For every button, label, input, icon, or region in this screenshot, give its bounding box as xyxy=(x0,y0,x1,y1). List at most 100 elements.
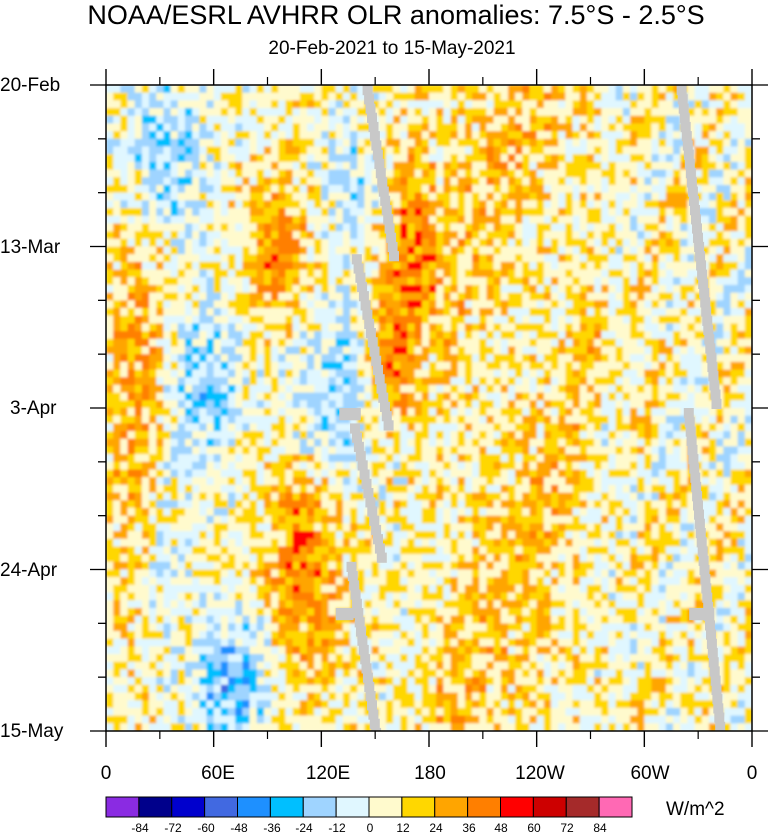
field-cell xyxy=(622,415,631,424)
field-cell xyxy=(658,200,667,209)
field-cell xyxy=(436,431,444,440)
field-cell xyxy=(134,400,143,409)
field-cell xyxy=(414,254,423,263)
field-cell xyxy=(371,492,380,501)
field-cell xyxy=(127,108,136,117)
field-cell xyxy=(328,361,337,371)
field-cell xyxy=(156,354,165,363)
field-cell xyxy=(450,231,459,240)
field-cell xyxy=(206,138,215,148)
field-cell xyxy=(228,500,236,509)
field-cell xyxy=(543,338,552,348)
field-cell xyxy=(694,131,703,140)
field-cell xyxy=(708,223,717,232)
field-cell xyxy=(658,92,667,101)
field-cell xyxy=(443,231,452,240)
field-cell xyxy=(306,423,315,432)
field-cell xyxy=(529,92,538,101)
field-cell xyxy=(472,400,480,409)
field-cell xyxy=(472,261,480,271)
field-cell xyxy=(493,269,502,278)
field-cell xyxy=(407,100,416,109)
field-cell xyxy=(192,169,200,178)
field-cell xyxy=(156,423,165,432)
field-cell xyxy=(486,415,495,424)
field-cell xyxy=(256,315,265,324)
field-cell xyxy=(285,415,294,424)
field-cell xyxy=(464,254,473,263)
field-cell xyxy=(292,423,301,432)
field-cell xyxy=(586,100,595,109)
field-cell xyxy=(622,377,631,386)
field-cell xyxy=(493,400,502,409)
field-cell xyxy=(393,331,401,340)
field-cell xyxy=(263,323,272,332)
field-cell xyxy=(127,277,136,286)
field-cell xyxy=(170,231,179,240)
field-cell xyxy=(213,507,222,517)
field-cell xyxy=(170,369,179,378)
field-cell xyxy=(608,461,617,471)
field-cell xyxy=(572,300,581,309)
field-cell xyxy=(529,292,538,301)
field-cell xyxy=(472,254,480,263)
field-cell xyxy=(335,131,344,140)
field-cell xyxy=(314,315,322,324)
field-cell xyxy=(321,154,330,163)
field-cell xyxy=(594,161,602,171)
field-cell xyxy=(120,400,129,409)
field-cell xyxy=(694,377,703,386)
field-cell xyxy=(622,400,631,409)
field-cell xyxy=(443,423,452,432)
field-cell xyxy=(673,200,681,209)
field-cell xyxy=(558,300,566,309)
field-cell xyxy=(493,177,502,186)
field-cell xyxy=(615,254,624,263)
field-cell xyxy=(436,238,444,248)
field-cell xyxy=(206,415,215,424)
field-cell xyxy=(601,477,610,486)
field-cell xyxy=(472,338,480,348)
field-cell xyxy=(522,269,531,278)
field-cell xyxy=(278,231,287,240)
field-cell xyxy=(127,377,136,386)
field-cell xyxy=(177,123,186,132)
field-cell xyxy=(407,323,416,332)
field-cell xyxy=(723,200,732,209)
field-cell xyxy=(536,300,545,309)
field-cell xyxy=(665,231,674,240)
field-cell xyxy=(644,246,653,255)
field-cell xyxy=(127,477,136,486)
field-cell xyxy=(414,146,423,155)
field-cell xyxy=(457,284,466,294)
field-cell xyxy=(421,431,430,440)
field-cell xyxy=(364,192,373,201)
field-cell xyxy=(235,507,243,517)
field-cell xyxy=(579,331,588,340)
field-cell xyxy=(184,484,193,494)
field-cell xyxy=(730,454,739,463)
field-cell xyxy=(694,177,703,186)
field-cell xyxy=(177,308,186,317)
field-cell xyxy=(220,384,229,394)
field-cell xyxy=(249,169,258,178)
field-cell xyxy=(321,415,330,424)
field-cell xyxy=(163,161,172,171)
field-cell xyxy=(436,85,444,94)
field-cell xyxy=(292,131,301,140)
field-cell xyxy=(536,484,545,494)
field-cell xyxy=(658,369,667,378)
field-cell xyxy=(708,277,717,286)
field-cell xyxy=(242,431,251,440)
field-cell xyxy=(170,423,179,432)
field-cell xyxy=(529,200,538,209)
field-cell xyxy=(687,231,696,240)
field-cell xyxy=(285,100,294,109)
field-cell xyxy=(443,454,452,463)
field-cell xyxy=(479,269,488,278)
field-cell xyxy=(141,415,150,424)
field-cell xyxy=(393,507,401,517)
field-cell xyxy=(429,400,437,409)
field-cell xyxy=(536,323,545,332)
field-cell xyxy=(486,292,495,301)
